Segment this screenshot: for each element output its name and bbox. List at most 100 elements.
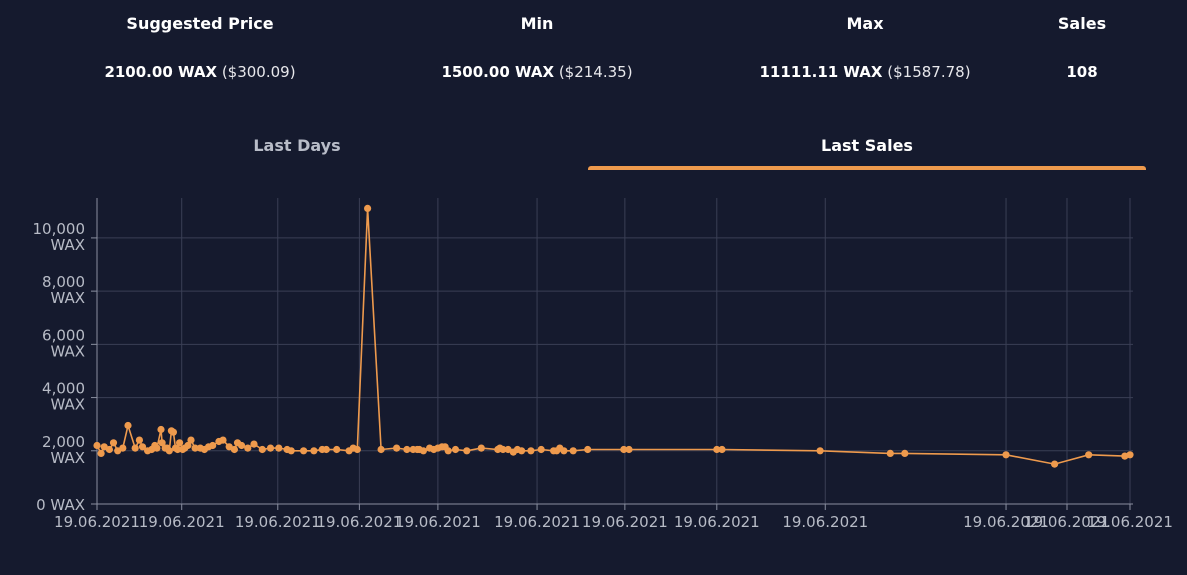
data-point[interactable] [310,447,318,455]
stat-suggested-price: Suggested Price 2100.00 WAX ($300.09) [100,14,300,82]
data-point[interactable] [238,441,246,450]
x-tick-label: 19.06.2021 [963,513,1049,531]
data-point[interactable] [477,444,485,452]
data-point[interactable] [174,445,182,454]
data-point[interactable] [393,444,401,452]
data-point[interactable] [625,445,633,454]
data-point[interactable] [377,445,385,454]
stat-usd-value: ($300.09) [221,63,296,81]
data-point[interactable] [537,445,545,454]
data-point[interactable] [1085,451,1093,459]
data-point[interactable] [300,447,308,455]
data-point[interactable] [364,204,372,212]
data-point[interactable] [353,445,361,454]
data-point[interactable] [153,444,161,452]
data-point[interactable] [451,445,460,454]
data-point[interactable] [620,445,628,454]
y-tick-label: 10,000 [33,220,86,238]
data-point[interactable] [138,443,147,451]
data-point[interactable] [718,445,726,454]
stat-max: Max 11111.11 WAX ($1587.78) [755,14,975,82]
data-point[interactable] [230,445,238,454]
x-tick-label: 19.06.2021 [139,513,225,531]
y-tick-label-unit: WAX [50,342,85,360]
data-point[interactable] [157,425,165,434]
data-point[interactable] [333,445,341,454]
data-point[interactable] [244,444,252,452]
tab-last-days[interactable]: Last Days [18,136,576,170]
data-point[interactable] [105,445,113,454]
data-point[interactable] [158,439,166,447]
data-point[interactable] [1002,451,1010,459]
data-point[interactable] [250,440,258,448]
price-series-line [96,208,1131,465]
data-point[interactable] [97,449,105,457]
data-point[interactable] [124,421,132,430]
price-stats: Suggested Price 2100.00 WAX ($300.09) Mi… [0,0,1187,100]
data-point[interactable] [1051,460,1059,468]
data-point[interactable] [184,441,192,450]
data-point[interactable] [135,436,143,444]
data-point[interactable] [266,444,275,452]
x-tick-label: 19.06.2021 [54,513,140,531]
x-tick-label: 19.06.2021 [582,513,668,531]
data-point[interactable] [187,436,195,444]
y-tick-label: 4,000 [42,380,85,398]
stat-wax-value: 2100.00 WAX [104,63,218,81]
stat-usd-value: ($1587.78) [887,63,971,81]
data-point[interactable] [518,447,526,455]
data-point[interactable] [1126,451,1134,459]
stat-wax-value: 1500.00 WAX [441,63,555,81]
x-tick-label: 19.06.2021 [235,513,321,531]
data-point[interactable] [258,445,266,454]
data-point[interactable] [322,445,330,454]
y-tick-labels: 0 WAX2,000WAX4,000WAX6,000WAX8,000WAX10,… [33,220,86,514]
chart-axes [91,198,1133,510]
y-tick-label-unit: WAX [50,236,85,254]
tab-active-indicator [588,166,1146,170]
stat-header: Suggested Price [126,14,274,33]
data-point[interactable] [886,449,894,457]
data-point[interactable] [209,441,217,450]
y-tick-label-unit: WAX [50,396,85,414]
data-point[interactable] [419,447,427,455]
data-point[interactable] [444,447,452,455]
data-point[interactable] [499,445,507,454]
data-point[interactable] [131,444,139,452]
data-point[interactable] [403,445,411,454]
data-point[interactable] [584,445,592,454]
data-point[interactable] [93,441,101,450]
data-point[interactable] [713,445,721,454]
data-point[interactable] [816,447,824,455]
chart-grid [96,198,1133,505]
y-tick-label: 6,000 [42,326,85,344]
stat-wax-value: 11111.11 WAX [759,63,883,81]
stat-header: Max [846,14,884,33]
tab-label: Last Sales [821,136,913,155]
y-tick-label-unit: WAX [50,289,85,307]
data-point[interactable] [119,444,127,452]
data-point[interactable] [191,444,199,452]
sales-price-chart: 0 WAX2,000WAX4,000WAX6,000WAX8,000WAX10,… [33,198,1173,531]
stat-header: Sales [1057,14,1107,33]
data-point[interactable] [287,447,295,455]
x-tick-label: 19.06.2021 [674,513,760,531]
data-point[interactable] [560,447,568,455]
data-point[interactable] [901,449,909,457]
stat-header: Min [520,14,554,33]
data-point[interactable] [275,444,283,452]
tab-last-sales[interactable]: Last Sales [588,136,1146,170]
y-tick-label: 8,000 [42,273,85,291]
data-point[interactable] [569,447,577,455]
stat-sales-count: 108 [1066,63,1098,81]
data-point[interactable] [165,447,173,455]
y-tick-label: 0 WAX [36,496,85,514]
y-tick-label-unit: WAX [50,449,85,467]
data-point[interactable] [169,428,177,436]
data-point[interactable] [219,436,227,444]
data-point[interactable] [109,439,118,447]
data-point[interactable] [463,447,471,455]
data-point[interactable] [527,447,535,455]
price-series-points [93,204,1134,468]
data-point[interactable] [176,439,184,447]
